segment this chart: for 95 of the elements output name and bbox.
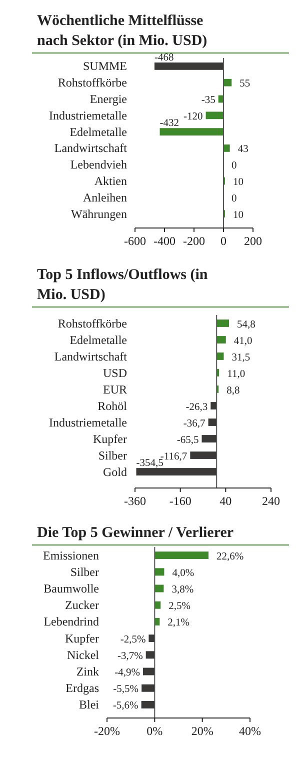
bar: [224, 78, 232, 86]
y-tick-label: Energie: [90, 92, 127, 106]
y-tick-label: Kupfer: [93, 432, 128, 446]
bar: [216, 336, 226, 344]
bar: [206, 112, 224, 120]
y-tick-label: Landwirtschaft: [54, 141, 128, 156]
y-tick-label: Rohstoffkörbe: [58, 316, 127, 330]
data-label: 10: [232, 210, 244, 221]
data-label: -2,5%: [120, 634, 146, 646]
y-tick-label: Rohöl: [98, 398, 128, 413]
y-tick-label: EUR: [103, 382, 127, 396]
y-tick-label: Edelmetalle: [70, 124, 127, 139]
data-label: -35: [201, 95, 216, 106]
y-tick-label: Zink: [76, 664, 99, 678]
x-tick-label: 0: [220, 234, 226, 248]
x-tick-label: 40%: [239, 724, 261, 738]
bar: [154, 618, 160, 626]
x-tick-label: -200: [183, 234, 205, 248]
data-label: 22,6%: [216, 551, 244, 562]
y-tick-label: SUMME: [82, 59, 127, 74]
y-tick-label: Baumwolle: [44, 582, 99, 596]
chart-title: Top 5 Inflows/Outflows (in Mio. USD): [37, 267, 208, 303]
bar: [154, 568, 164, 576]
y-tick-label: Währungen: [71, 206, 127, 221]
bar: [160, 128, 224, 136]
x-tick-label: 20%: [191, 724, 214, 738]
data-label: -65,5: [176, 434, 199, 446]
data-label: 43: [238, 144, 248, 156]
data-label: 54,8: [237, 319, 256, 330]
y-tick-label: Erdgas: [66, 681, 100, 696]
y-tick-label: Nickel: [67, 648, 100, 662]
x-tick-label: -160: [169, 494, 192, 508]
data-label: 3,8%: [172, 584, 194, 596]
bar: [141, 700, 155, 708]
data-label: 8,8: [226, 385, 240, 396]
x-tick-label: -600: [124, 234, 146, 248]
bar: [208, 418, 217, 426]
chart-title: Die Top 5 Gewinner / Verlierer: [37, 525, 234, 541]
bar: [146, 651, 155, 659]
data-label: 0: [232, 193, 237, 204]
y-tick-label: Silber: [70, 564, 99, 579]
y-tick-label: Kupfer: [65, 631, 100, 646]
y-tick-label: Emissionen: [43, 548, 99, 562]
y-tick-label: Gold: [103, 464, 127, 479]
x-tick-label: 240: [262, 494, 280, 508]
x-tick-label: 40: [220, 494, 232, 508]
bar: [216, 352, 224, 360]
data-label: 10: [232, 177, 244, 188]
data-label: -3,7%: [117, 650, 144, 662]
y-tick-label: Lebendrind: [44, 614, 99, 629]
y-tick-label: Silber: [98, 448, 127, 462]
y-tick-label: Rohstoffkörbe: [58, 76, 127, 90]
data-label: -5,5%: [113, 684, 139, 696]
data-label: 2,1%: [168, 618, 190, 629]
bar: [142, 684, 155, 692]
bar: [154, 62, 224, 70]
chart-title: Wöchentliche Mittelflüsse nach Sektor (in Mio. USD): [37, 13, 208, 49]
y-tick-label: Lebendvieh: [70, 158, 127, 172]
bar: [154, 601, 161, 609]
bar: [154, 552, 209, 560]
data-label: -4,9%: [114, 668, 140, 678]
y-tick-label: Zucker: [65, 598, 99, 612]
bar: [190, 452, 217, 459]
x-tick-label: -400: [154, 234, 176, 248]
bar: [210, 402, 217, 410]
x-tick-label: -360: [124, 494, 146, 508]
y-tick-label: Industriemetalle: [49, 415, 127, 430]
y-tick-label: USD: [102, 366, 128, 380]
data-label: 31,5: [232, 352, 250, 364]
bar: [202, 435, 217, 442]
y-tick-label: Industriemetalle: [49, 108, 127, 122]
x-tick-label: -20%: [94, 724, 120, 738]
data-label: 11,0: [227, 368, 246, 380]
bar: [148, 634, 155, 642]
data-label: 4,0%: [172, 568, 194, 579]
x-tick-label: 200: [244, 234, 262, 248]
y-tick-label: Edelmetalle: [70, 332, 127, 347]
y-tick-label: Anleihen: [83, 190, 127, 204]
x-tick-label: 0%: [146, 724, 163, 738]
data-label: -5,6%: [112, 700, 139, 712]
data-label: 55: [240, 78, 250, 90]
y-tick-label: Aktien: [94, 174, 127, 188]
data-label: 41,0: [234, 336, 252, 347]
bar: [216, 320, 230, 327]
data-label: -468: [154, 52, 174, 64]
data-label: -26,3: [186, 402, 208, 413]
data-label: -432: [160, 118, 180, 130]
y-tick-label: Landwirtschaft: [54, 349, 128, 364]
data-label: -120: [184, 111, 203, 122]
data-label: -36,7: [183, 418, 206, 430]
data-label: 2,5%: [168, 601, 191, 612]
bar: [224, 144, 230, 152]
bar: [136, 468, 217, 476]
data-label: 0: [232, 160, 237, 172]
y-tick-label: Blei: [79, 698, 100, 712]
